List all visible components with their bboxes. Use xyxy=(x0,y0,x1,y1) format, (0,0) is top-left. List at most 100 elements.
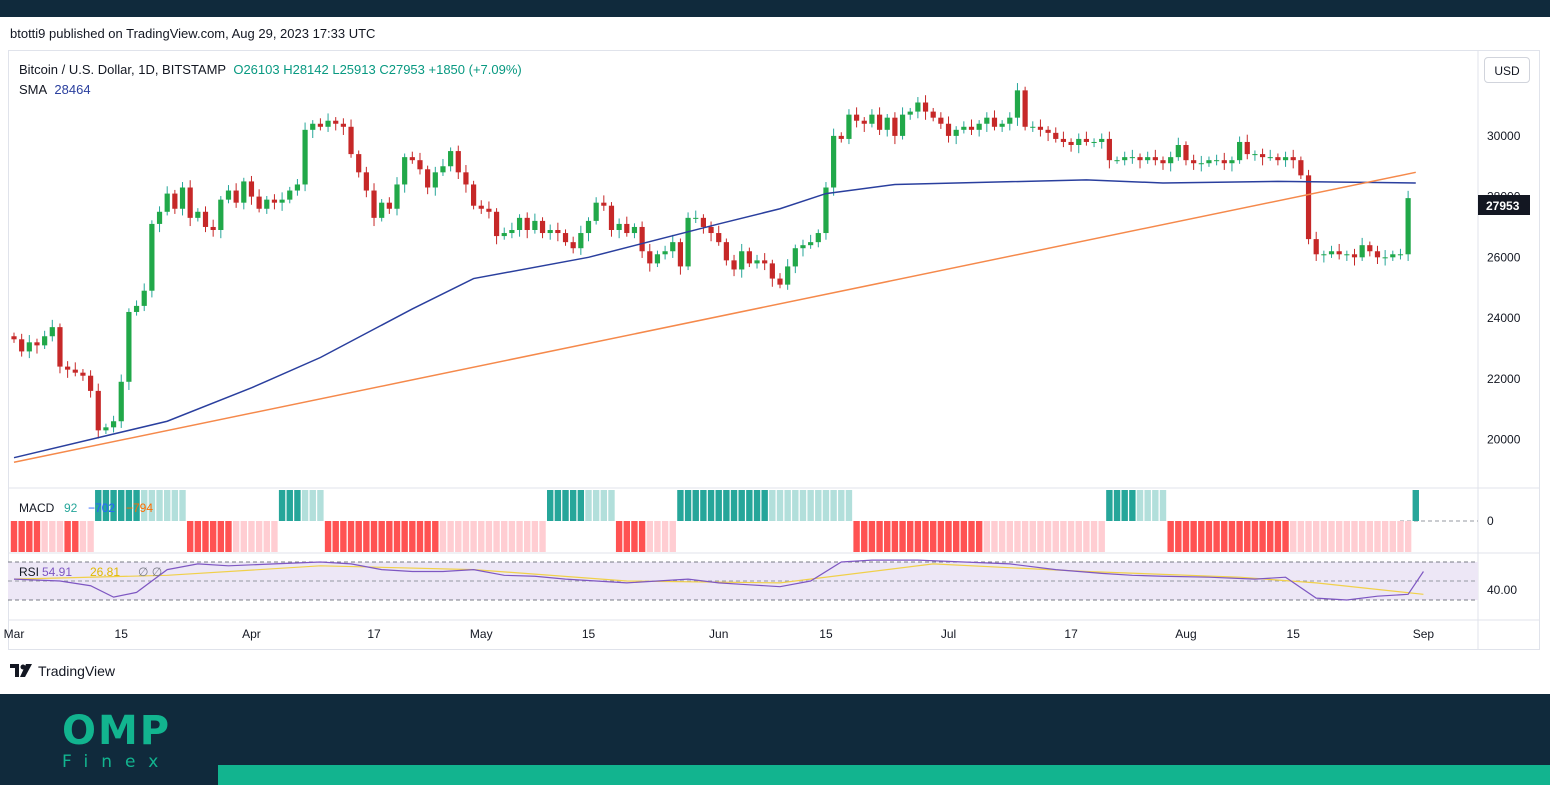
candle-body xyxy=(348,126,354,155)
candle-body xyxy=(248,181,255,197)
candle-body xyxy=(808,242,814,246)
candle-body xyxy=(1275,157,1281,161)
candle-body xyxy=(785,266,791,285)
macd-bar xyxy=(1198,521,1205,552)
candle-body xyxy=(363,172,369,191)
macd-bar xyxy=(1060,521,1067,552)
candle-body xyxy=(110,421,117,428)
candle xyxy=(754,254,760,269)
tradingview-logo-text: TradingView xyxy=(38,663,116,679)
candle xyxy=(386,197,392,214)
candle-body xyxy=(608,205,615,230)
candle-body xyxy=(585,220,592,234)
chart-frame[interactable] xyxy=(8,50,1540,650)
candle xyxy=(1328,245,1335,258)
macd-bar xyxy=(133,490,140,521)
candle-body xyxy=(754,260,760,264)
macd-bar xyxy=(1397,521,1404,552)
candle-body xyxy=(624,223,630,234)
candle xyxy=(294,179,301,196)
candle-body xyxy=(570,242,576,249)
candle-body xyxy=(317,123,323,127)
candle xyxy=(578,225,584,255)
candle-body xyxy=(677,242,684,267)
candle-body xyxy=(1191,160,1197,164)
candle-body xyxy=(555,230,561,234)
candle-body xyxy=(562,233,569,243)
candle-body xyxy=(501,233,507,237)
candle xyxy=(394,177,400,216)
candle-body xyxy=(1152,157,1158,161)
candle xyxy=(800,239,806,257)
macd-bar xyxy=(33,521,41,552)
candle-body xyxy=(700,217,706,227)
macd-bar xyxy=(569,490,577,521)
candle xyxy=(49,319,55,342)
macd-bar xyxy=(615,521,623,552)
currency-button[interactable]: USD xyxy=(1484,57,1530,83)
macd-bar xyxy=(478,521,485,552)
macd-bar xyxy=(960,521,968,552)
macd-bar xyxy=(1182,521,1190,552)
candle xyxy=(1129,149,1135,164)
candle-body xyxy=(448,151,454,167)
candle-body xyxy=(417,160,423,170)
candle xyxy=(608,202,615,237)
macd-bar xyxy=(707,490,715,521)
candle-body xyxy=(892,117,898,136)
macd-bar xyxy=(807,490,814,521)
candle xyxy=(593,197,599,225)
candle xyxy=(1175,137,1181,161)
last-price-tag xyxy=(1478,195,1530,215)
macd-bar xyxy=(830,490,837,521)
candle-body xyxy=(769,263,775,279)
candle-body xyxy=(1359,245,1365,258)
macd-bar xyxy=(661,521,669,552)
macd-bar xyxy=(248,521,255,552)
tradingview-logo[interactable]: TradingView xyxy=(10,663,115,679)
time-axis-label: 17 xyxy=(367,627,381,641)
candle-body xyxy=(386,202,392,209)
candle xyxy=(1014,83,1021,126)
candle-body xyxy=(1267,157,1273,159)
candle xyxy=(1244,134,1250,160)
candle-body xyxy=(1030,126,1036,128)
symbol-name[interactable]: Bitcoin / U.S. Dollar, 1D, BITSTAMP xyxy=(19,62,227,77)
candle xyxy=(677,238,684,275)
candle xyxy=(1007,112,1013,131)
candle xyxy=(202,206,209,233)
macd-bar xyxy=(1305,521,1312,552)
candle xyxy=(172,189,178,214)
top-strip xyxy=(0,0,1550,17)
macd-bar xyxy=(1175,521,1182,552)
macd-bar xyxy=(1113,490,1121,521)
candle xyxy=(708,221,714,242)
candle xyxy=(1160,156,1166,170)
candle xyxy=(723,238,729,266)
candle-body xyxy=(884,117,890,130)
candle-body xyxy=(524,217,530,230)
macd-bar xyxy=(991,521,998,552)
candle xyxy=(716,225,722,246)
candle xyxy=(1099,133,1105,149)
rsi-ma-value: 26.81 xyxy=(90,565,120,579)
candle xyxy=(961,121,967,134)
candle-body xyxy=(164,193,170,212)
candle xyxy=(448,147,454,172)
candle xyxy=(356,150,362,178)
candle-body xyxy=(1390,254,1396,258)
macd-zero-label: 0 xyxy=(1487,514,1494,528)
candle xyxy=(126,308,132,390)
candle xyxy=(133,300,140,316)
sma-label[interactable]: SMA xyxy=(19,82,48,97)
candle xyxy=(1267,149,1273,161)
candle-body xyxy=(999,123,1005,127)
candle xyxy=(317,118,323,131)
candle xyxy=(647,243,653,272)
price-chart[interactable]: 20000220002400026000280003000032000Mar15… xyxy=(0,0,1550,660)
price-axis-label: 24000 xyxy=(1487,311,1521,325)
macd-bar xyxy=(332,521,339,552)
macd-bar xyxy=(1228,521,1236,552)
candle-body xyxy=(968,126,975,130)
macd-bar xyxy=(945,521,952,552)
